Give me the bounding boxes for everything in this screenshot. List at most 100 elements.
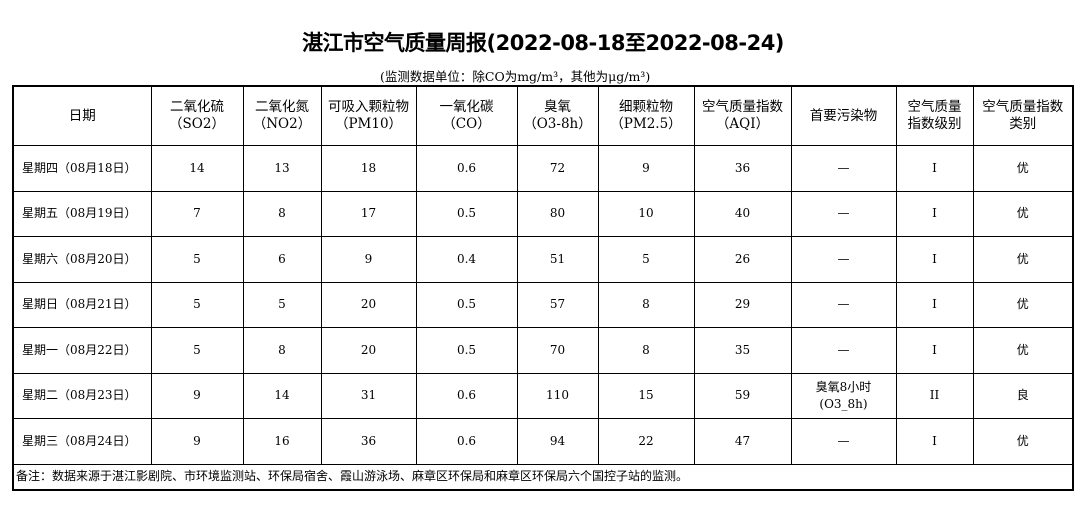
table-cell: 0.5 <box>415 190 518 237</box>
table-cell: I <box>895 190 974 237</box>
table-cell: 8 <box>242 190 322 237</box>
column-header: 首要污染物 <box>790 85 897 146</box>
header-line: 类别 <box>1009 116 1037 132</box>
table-cell: 17 <box>320 190 417 237</box>
table-cell: I <box>895 281 974 328</box>
table-cell: 臭氧8小时 (O3_8h) <box>790 372 897 419</box>
table-cell: 0.6 <box>415 145 518 192</box>
table-cell: 星期六（08月20日） <box>12 236 152 283</box>
unit-note: (监测数据单位：除CO为mg/m³，其他为μg/m³) <box>380 69 651 84</box>
table-row: 星期一（08月22日） 5 8 20 0.5 70 8 35— I 优 <box>12 327 1074 374</box>
header-line: 一氧化碳 <box>439 99 494 115</box>
header-line: （PM2.5） <box>610 116 682 132</box>
column-header: 空气质量指数 类别 <box>972 85 1074 146</box>
table-cell: 18 <box>320 145 417 192</box>
table-cell: 13 <box>242 145 322 192</box>
table-cell: 9 <box>150 418 244 465</box>
table-cell: 5 <box>242 281 322 328</box>
header-line: （AQI） <box>715 116 770 132</box>
table-cell: 优 <box>972 327 1074 374</box>
table-cell: 29 <box>693 281 792 328</box>
table-cell: 优 <box>972 236 1074 283</box>
table-cell: 20 <box>320 327 417 374</box>
column-header: 臭氧 （O3-8h） <box>516 85 599 146</box>
table-cell: 72 <box>516 145 599 192</box>
table-cell: 9 <box>597 145 695 192</box>
table-cell: 优 <box>972 190 1074 237</box>
table-cell: 16 <box>242 418 322 465</box>
table-cell: 0.4 <box>415 236 518 283</box>
table-cell: I <box>895 145 974 192</box>
table-row: 星期日（08月21日） 5 5 20 0.5 57 8 29— I 优 <box>12 281 1074 328</box>
table-row: 星期三（08月24日） 9 16 36 0.6 94 22 47— I 优 <box>12 418 1074 465</box>
table-cell: 110 <box>516 372 599 419</box>
table-cell: 优 <box>972 145 1074 192</box>
header-line: 臭氧 <box>544 99 571 115</box>
page-title: 湛江市空气质量周报(2022-08-18至2022-08-24) <box>302 31 784 55</box>
table-cell: 5 <box>150 327 244 374</box>
header-line: 空气质量指数 <box>702 99 783 115</box>
header-line: 二氧化氮 <box>255 99 309 115</box>
footnote: 备注：数据来源于湛江影剧院、市环境监测站、环保局宿舍、霞山游泳场、麻章区环保局和… <box>12 463 1074 490</box>
table-cell: 星期二（08月23日） <box>12 372 152 419</box>
table-cell: 8 <box>597 281 695 328</box>
table-cell: 星期四（08月18日） <box>12 145 152 192</box>
table-cell: — <box>790 281 897 328</box>
table-cell: 0.5 <box>415 327 518 374</box>
table-row: 星期六（08月20日） 5 6 9 0.4 51 5 26— I 优 <box>12 236 1074 283</box>
column-header: 空气质量 指数级别 <box>895 85 974 146</box>
table-cell: 31 <box>320 372 417 419</box>
table-cell: 8 <box>597 327 695 374</box>
table-cell: — <box>790 327 897 374</box>
table-cell: 10 <box>597 190 695 237</box>
header-line: （PM10） <box>334 116 403 132</box>
table-cell: — <box>790 190 897 237</box>
table-cell: 星期一（08月22日） <box>12 327 152 374</box>
table-row: 星期四（08月18日） 14 13 18 0.6 72 9 36— I 优 <box>12 145 1074 192</box>
table-cell: 51 <box>516 236 599 283</box>
table-cell: I <box>895 418 974 465</box>
table-cell: 优 <box>972 418 1074 465</box>
table-cell: 星期五（08月19日） <box>12 190 152 237</box>
header-line: 二氧化硫 <box>170 99 224 115</box>
table-cell: 59 <box>693 372 792 419</box>
column-header: 细颗粒物 （PM2.5） <box>597 85 695 146</box>
table-cell: 6 <box>242 236 322 283</box>
table-cell: 9 <box>320 236 417 283</box>
table-cell: 14 <box>242 372 322 419</box>
table-cell: 0.6 <box>415 418 518 465</box>
column-header: 日期 <box>12 85 152 146</box>
header-line: （CO） <box>442 116 491 132</box>
table-cell: 22 <box>597 418 695 465</box>
column-header: 可吸入颗粒物 （PM10） <box>320 85 417 146</box>
air-quality-table: 日期 二氧化硫 （SO2） 二氧化氮 （NO2） 可吸入颗粒物 （PM10） 一氧化碳 （CO）… <box>12 85 1074 491</box>
table-cell: 80 <box>516 190 599 237</box>
header-line: 日期 <box>68 107 96 124</box>
table-cell: I <box>895 236 974 283</box>
table-cell: — <box>790 418 897 465</box>
header-line: （NO2） <box>252 116 312 132</box>
table-cell: 26 <box>693 236 792 283</box>
header-line: 细颗粒物 <box>619 99 673 115</box>
table-cell: 0.6 <box>415 372 518 419</box>
column-header: 空气质量指数 （AQI） <box>693 85 792 146</box>
column-header: 二氧化氮 （NO2） <box>242 85 322 146</box>
table-cell: II <box>895 372 974 419</box>
table-cell: 星期三（08月24日） <box>12 418 152 465</box>
table-cell: 47 <box>693 418 792 465</box>
table-cell: 14 <box>150 145 244 192</box>
table-cell: 9 <box>150 372 244 419</box>
table-cell: I <box>895 327 974 374</box>
header-line: 指数级别 <box>907 116 962 132</box>
table-row: 星期二（08月23日） 9 14 31 0.6 110 15 59 臭氧8小时 (O3_8h) I… <box>12 372 1074 419</box>
table-cell: 94 <box>516 418 599 465</box>
header-line: 可吸入颗粒物 <box>328 99 409 115</box>
table-cell: 57 <box>516 281 599 328</box>
table-cell: — <box>790 145 897 192</box>
table-cell: 优 <box>972 281 1074 328</box>
table-cell: 20 <box>320 281 417 328</box>
header-line: 空气质量指数 <box>982 99 1064 115</box>
header-line: 首要污染物 <box>809 107 878 124</box>
table-cell: 5 <box>597 236 695 283</box>
table-cell: 8 <box>242 327 322 374</box>
